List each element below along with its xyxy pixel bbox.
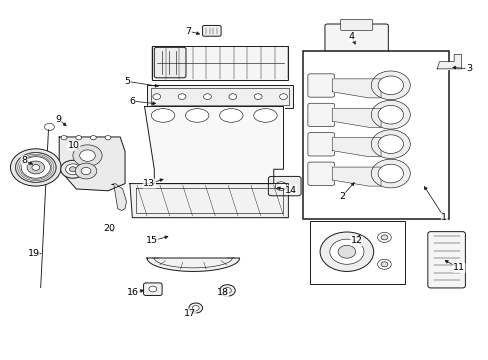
Circle shape (380, 235, 387, 240)
Text: 6: 6 (129, 96, 135, 105)
Circle shape (76, 135, 81, 140)
Circle shape (10, 149, 61, 186)
FancyBboxPatch shape (154, 47, 185, 78)
Text: 13: 13 (143, 179, 155, 188)
Text: 5: 5 (124, 77, 130, 86)
Circle shape (370, 159, 409, 188)
Text: 14: 14 (284, 185, 296, 194)
FancyBboxPatch shape (325, 24, 387, 67)
FancyBboxPatch shape (340, 19, 372, 31)
Circle shape (61, 135, 67, 140)
Circle shape (32, 165, 40, 170)
Polygon shape (331, 138, 380, 157)
Circle shape (21, 157, 50, 178)
Text: 17: 17 (183, 309, 196, 318)
Polygon shape (436, 54, 461, 69)
Circle shape (153, 94, 160, 99)
Circle shape (370, 71, 409, 100)
Polygon shape (144, 107, 283, 184)
FancyBboxPatch shape (307, 103, 334, 127)
Circle shape (329, 239, 363, 264)
Bar (303, 51, 448, 220)
Circle shape (377, 232, 390, 242)
Circle shape (73, 145, 102, 166)
Bar (152, 45, 288, 80)
Circle shape (337, 245, 355, 258)
Circle shape (219, 285, 235, 296)
Polygon shape (59, 137, 125, 191)
Text: 2: 2 (338, 192, 345, 201)
Circle shape (75, 163, 97, 179)
Circle shape (279, 94, 287, 99)
FancyBboxPatch shape (359, 63, 374, 75)
Circle shape (370, 100, 409, 129)
Bar (310, 221, 405, 284)
Ellipse shape (185, 109, 208, 122)
Circle shape (254, 94, 262, 99)
Text: 1: 1 (441, 213, 447, 222)
FancyBboxPatch shape (307, 162, 334, 185)
Bar (151, 88, 289, 105)
Polygon shape (112, 184, 126, 211)
Circle shape (377, 105, 403, 124)
FancyBboxPatch shape (307, 133, 334, 156)
Circle shape (203, 94, 211, 99)
Circle shape (192, 306, 199, 311)
Bar (147, 85, 293, 108)
Circle shape (377, 135, 403, 153)
Polygon shape (331, 79, 380, 98)
Polygon shape (147, 258, 239, 271)
Circle shape (81, 167, 91, 175)
Text: 9: 9 (55, 114, 61, 123)
Text: 8: 8 (21, 156, 27, 165)
Circle shape (80, 150, 95, 161)
Circle shape (320, 232, 373, 271)
FancyBboxPatch shape (427, 231, 465, 288)
Text: 7: 7 (185, 27, 191, 36)
Text: 18: 18 (216, 288, 228, 297)
Ellipse shape (219, 109, 243, 122)
Circle shape (178, 94, 185, 99)
Circle shape (228, 94, 236, 99)
Circle shape (90, 135, 96, 140)
Text: 15: 15 (145, 237, 158, 246)
Text: 20: 20 (103, 224, 115, 233)
Circle shape (27, 161, 44, 174)
Text: 10: 10 (68, 141, 80, 150)
Circle shape (275, 182, 286, 190)
FancyBboxPatch shape (143, 283, 162, 296)
Text: 16: 16 (127, 288, 139, 297)
Ellipse shape (253, 109, 277, 122)
Text: 3: 3 (465, 64, 471, 73)
Circle shape (377, 76, 403, 95)
Text: 12: 12 (350, 237, 362, 246)
FancyBboxPatch shape (268, 176, 301, 196)
Ellipse shape (151, 109, 174, 122)
Circle shape (377, 259, 390, 269)
Text: 19: 19 (28, 249, 40, 258)
Text: 4: 4 (348, 32, 354, 41)
Circle shape (370, 130, 409, 158)
Polygon shape (331, 167, 380, 186)
Circle shape (377, 164, 403, 183)
FancyBboxPatch shape (202, 26, 221, 36)
Circle shape (223, 288, 231, 293)
Circle shape (188, 303, 202, 313)
FancyBboxPatch shape (330, 63, 345, 75)
FancyBboxPatch shape (345, 63, 360, 75)
Circle shape (65, 164, 80, 175)
Polygon shape (331, 108, 380, 127)
Circle shape (149, 286, 157, 292)
FancyBboxPatch shape (307, 74, 334, 97)
Circle shape (61, 160, 85, 178)
Circle shape (380, 262, 387, 267)
Circle shape (69, 167, 76, 172)
Circle shape (105, 135, 111, 140)
Polygon shape (130, 184, 288, 218)
Text: 11: 11 (452, 264, 464, 273)
